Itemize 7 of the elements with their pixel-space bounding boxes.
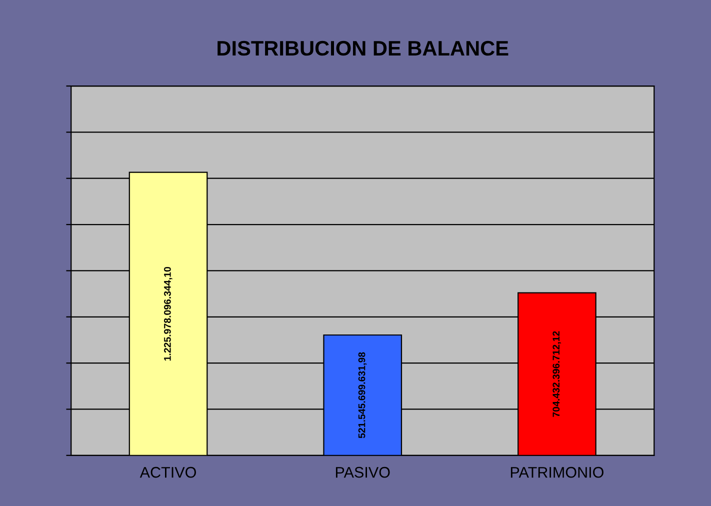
data-label: 1.225.978.096.344,10	[164, 266, 172, 361]
data-label: 704.432.396.712,12	[552, 331, 561, 417]
data-label: 521.545.699.631,98	[358, 352, 367, 438]
x-tick-label: PASIVO	[336, 466, 390, 478]
x-tick-label: PATRIMONIO	[510, 466, 604, 478]
chart-title: DISTRIBUCION DE BALANCE	[218, 40, 508, 56]
x-tick-label: ACTIVO	[140, 466, 196, 478]
